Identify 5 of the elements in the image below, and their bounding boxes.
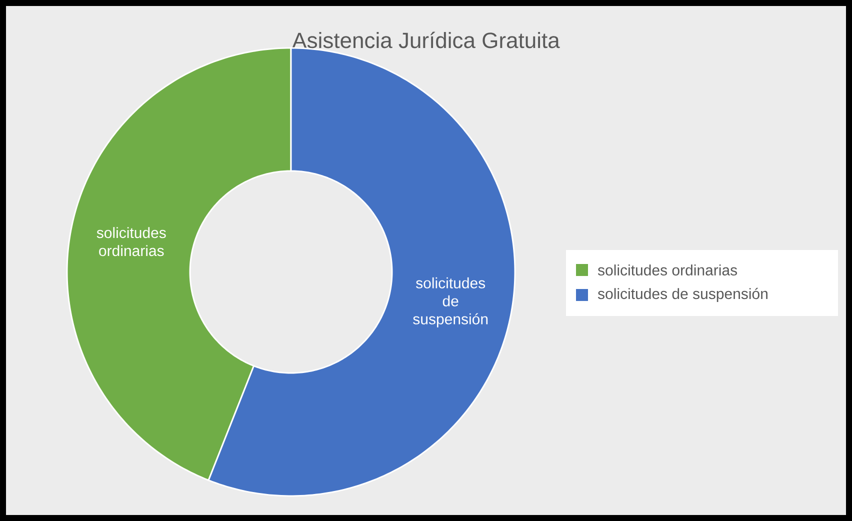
legend-label: solicitudes ordinarias bbox=[598, 264, 738, 276]
legend-label: solicitudes de suspensión bbox=[598, 288, 768, 302]
slice-label: solicitudes ordinarias bbox=[96, 227, 166, 256]
slice-label: solicitudes de suspensión bbox=[413, 277, 488, 328]
chart-title: Asistencia Jurídica Gratuita bbox=[292, 32, 560, 48]
